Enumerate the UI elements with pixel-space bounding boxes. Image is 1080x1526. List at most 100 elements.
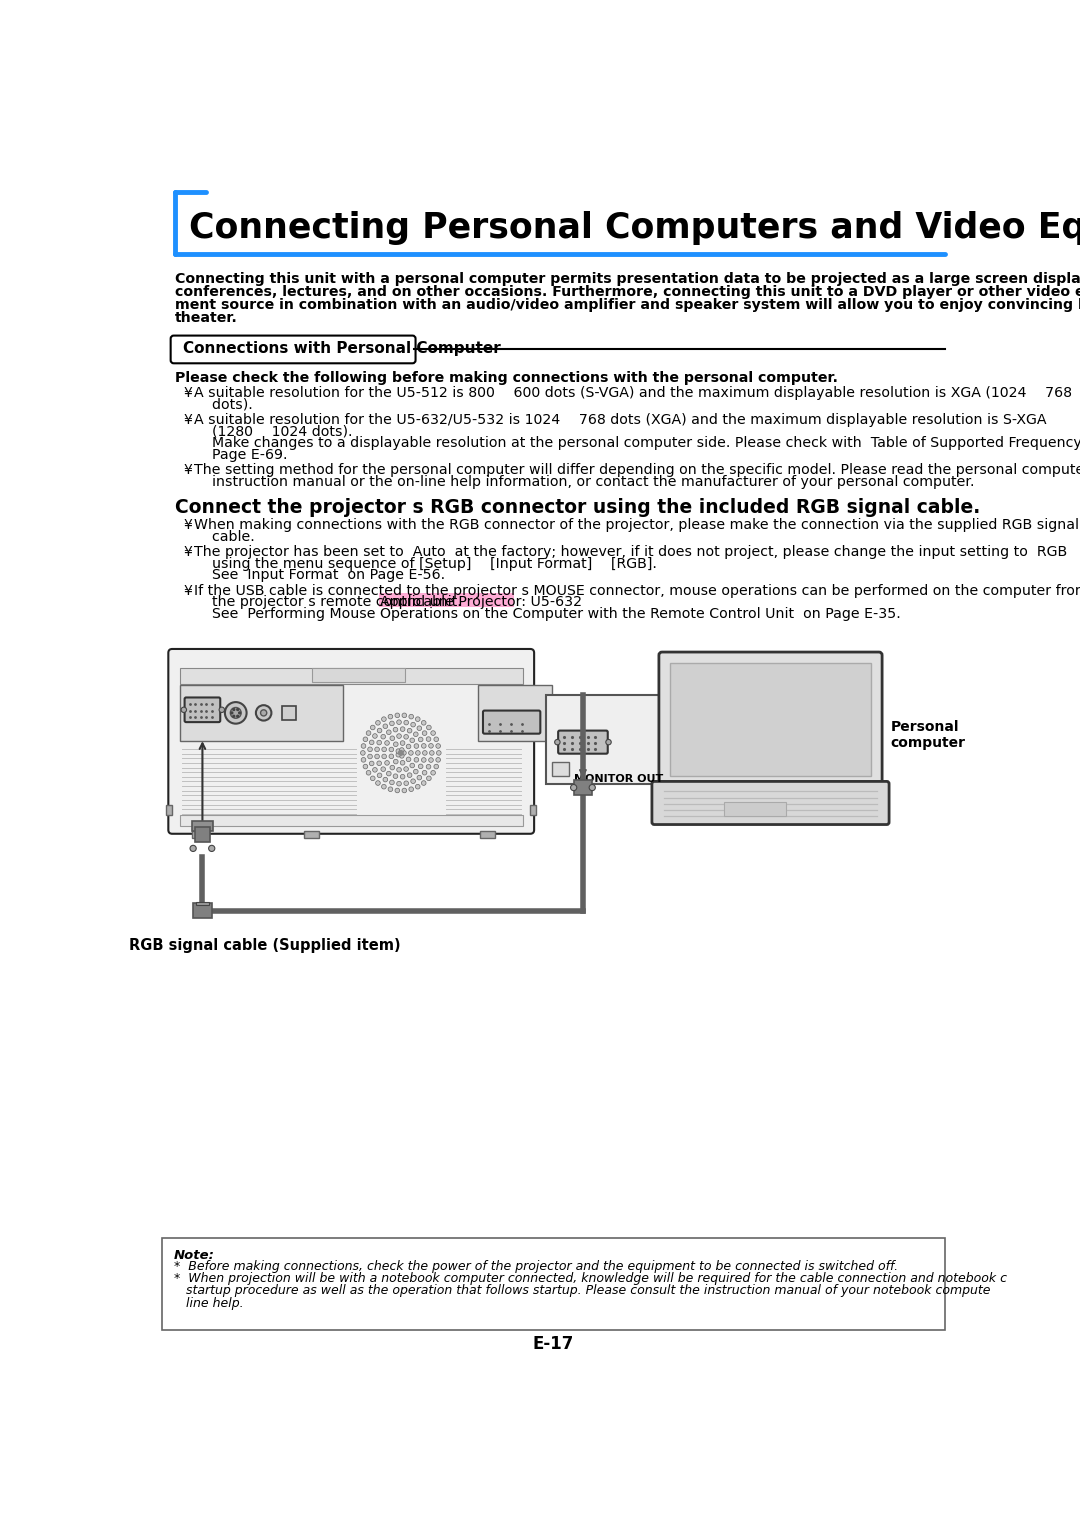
Bar [573, 780, 592, 795]
Circle shape [436, 751, 441, 755]
Circle shape [393, 728, 397, 732]
Circle shape [400, 748, 404, 752]
Bar [670, 662, 872, 777]
Bar [282, 707, 296, 720]
Circle shape [395, 713, 400, 717]
Circle shape [410, 763, 415, 768]
Circle shape [231, 713, 233, 714]
FancyBboxPatch shape [185, 697, 220, 722]
Text: Please check the following before making connections with the personal computer.: Please check the following before making… [175, 371, 838, 385]
Circle shape [389, 754, 394, 758]
Circle shape [427, 737, 431, 742]
Text: *  Before making connections, check the power of the projector and the equipment: * Before making connections, check the p… [174, 1259, 897, 1273]
Text: Connect the projector s RGB connector using the included RGB signal cable.: Connect the projector s RGB connector us… [175, 497, 981, 517]
Text: Personal
computer: Personal computer [891, 720, 966, 751]
Text: startup procedure as well as the operation that follows startup. Please consult : startup procedure as well as the operati… [174, 1285, 990, 1297]
Circle shape [414, 732, 418, 737]
Text: E-17: E-17 [532, 1335, 575, 1354]
Text: See  Input Format  on Page E-56.: See Input Format on Page E-56. [194, 568, 445, 581]
Circle shape [418, 765, 423, 769]
Text: ¥: ¥ [183, 464, 192, 478]
Bar [180, 685, 342, 742]
Circle shape [390, 780, 394, 784]
Circle shape [399, 751, 403, 755]
Text: Connecting Personal Computers and Video Equipment: Connecting Personal Computers and Video … [189, 211, 1080, 244]
Circle shape [401, 726, 405, 731]
Bar [194, 827, 211, 842]
Circle shape [388, 787, 393, 792]
Circle shape [421, 781, 426, 786]
Circle shape [429, 743, 433, 748]
Bar [478, 685, 552, 742]
Circle shape [373, 734, 377, 739]
Text: using the menu sequence of [Setup]  [Input Format]  [RGB].: using the menu sequence of [Setup] [Inpu… [194, 557, 657, 571]
Circle shape [555, 740, 561, 745]
Circle shape [400, 754, 404, 758]
Circle shape [416, 751, 420, 755]
Circle shape [208, 845, 215, 852]
Text: theater.: theater. [175, 311, 239, 325]
FancyBboxPatch shape [652, 781, 889, 824]
Bar [312, 668, 405, 682]
Circle shape [417, 726, 421, 731]
Circle shape [237, 716, 239, 717]
Circle shape [190, 845, 197, 852]
Circle shape [390, 765, 394, 771]
Circle shape [260, 710, 267, 716]
Circle shape [233, 716, 234, 717]
FancyBboxPatch shape [659, 652, 882, 787]
Circle shape [402, 751, 406, 755]
Text: RGB signal cable (Supplied item): RGB signal cable (Supplied item) [129, 937, 401, 952]
Circle shape [367, 748, 373, 752]
Circle shape [417, 775, 421, 780]
Circle shape [396, 752, 401, 757]
Bar [166, 806, 172, 815]
Circle shape [404, 720, 408, 725]
Circle shape [414, 757, 419, 761]
Circle shape [416, 784, 420, 789]
Circle shape [408, 751, 414, 755]
Text: Connecting this unit with a personal computer permits presentation data to be pr: Connecting this unit with a personal com… [175, 272, 1080, 285]
Circle shape [389, 748, 394, 752]
Bar [162, 1238, 945, 1331]
Circle shape [606, 740, 611, 745]
Circle shape [407, 728, 411, 732]
Circle shape [421, 720, 426, 725]
Text: line help.: line help. [174, 1297, 243, 1309]
Text: conferences, lectures, and on other occasions. Furthermore, connecting this unit: conferences, lectures, and on other occa… [175, 285, 1080, 299]
Circle shape [393, 774, 397, 778]
Circle shape [370, 777, 375, 781]
Circle shape [367, 754, 373, 758]
Circle shape [396, 720, 402, 725]
Bar [530, 806, 537, 815]
Text: the projector s remote control unit.: the projector s remote control unit. [194, 595, 471, 609]
Circle shape [422, 751, 428, 755]
Circle shape [382, 748, 387, 752]
Circle shape [404, 734, 408, 739]
Circle shape [381, 784, 387, 789]
Circle shape [409, 714, 414, 719]
Text: cable.: cable. [194, 530, 255, 543]
Circle shape [406, 745, 410, 749]
Circle shape [381, 717, 387, 722]
Text: ment source in combination with an audio/video amplifier and speaker system will: ment source in combination with an audio… [175, 298, 1080, 311]
Circle shape [404, 781, 408, 786]
Circle shape [422, 771, 427, 775]
Bar [480, 832, 496, 838]
Circle shape [401, 774, 405, 780]
Text: See  Performing Mouse Operations on the Computer with the Remote Control Unit  o: See Performing Mouse Operations on the C… [194, 607, 901, 621]
Circle shape [427, 725, 431, 729]
Circle shape [387, 729, 391, 734]
Text: Connections with Personal Computer: Connections with Personal Computer [183, 342, 501, 356]
Circle shape [410, 739, 415, 743]
Text: The projector has been set to  Auto  at the factory; however, if it does not pro: The projector has been set to Auto at th… [194, 545, 1067, 559]
Circle shape [256, 705, 271, 720]
Text: *  When projection will be with a notebook computer connected, knowledge will be: * When projection will be with a noteboo… [174, 1271, 1007, 1285]
Circle shape [366, 771, 370, 775]
Circle shape [382, 754, 387, 758]
Text: MONITOR OUT: MONITOR OUT [573, 775, 663, 784]
Circle shape [396, 749, 401, 754]
Circle shape [416, 717, 420, 722]
FancyBboxPatch shape [558, 731, 608, 754]
Bar [191, 832, 207, 838]
